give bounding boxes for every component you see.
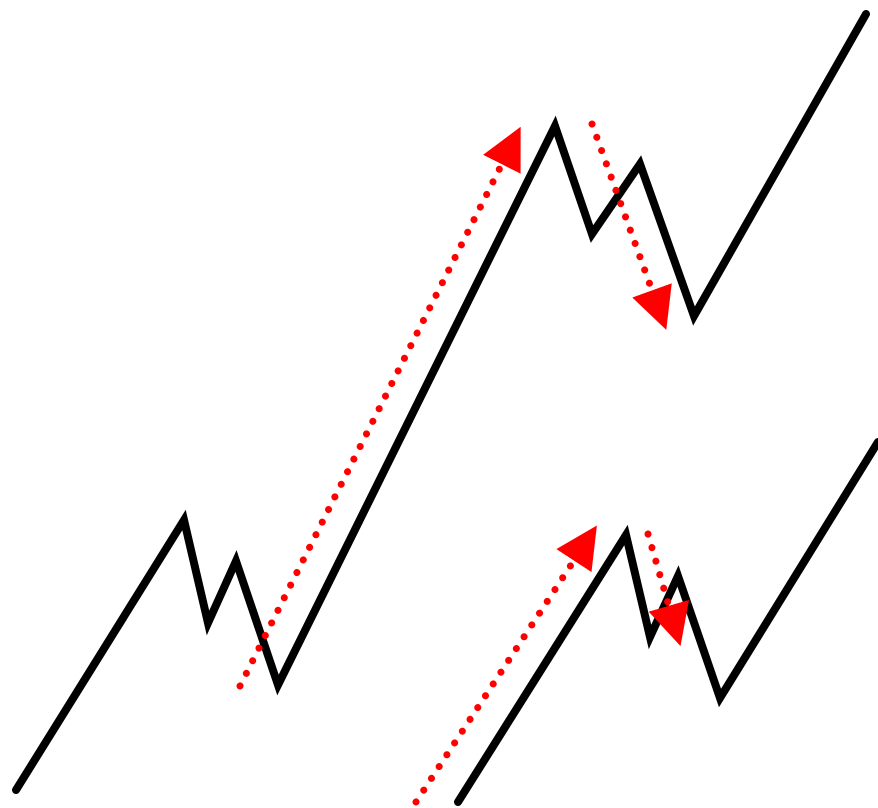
upper-impulse-up-arrow — [236, 126, 521, 690]
upper-price-line — [12, 10, 870, 794]
lower-impulse-up-arrow — [412, 525, 597, 806]
lower-pattern — [412, 438, 878, 806]
lower-retracement-down-arrow — [644, 530, 689, 647]
lower-price-line — [454, 438, 878, 806]
upper-pattern — [12, 10, 870, 794]
upper-retracement-down-arrow — [588, 120, 672, 330]
